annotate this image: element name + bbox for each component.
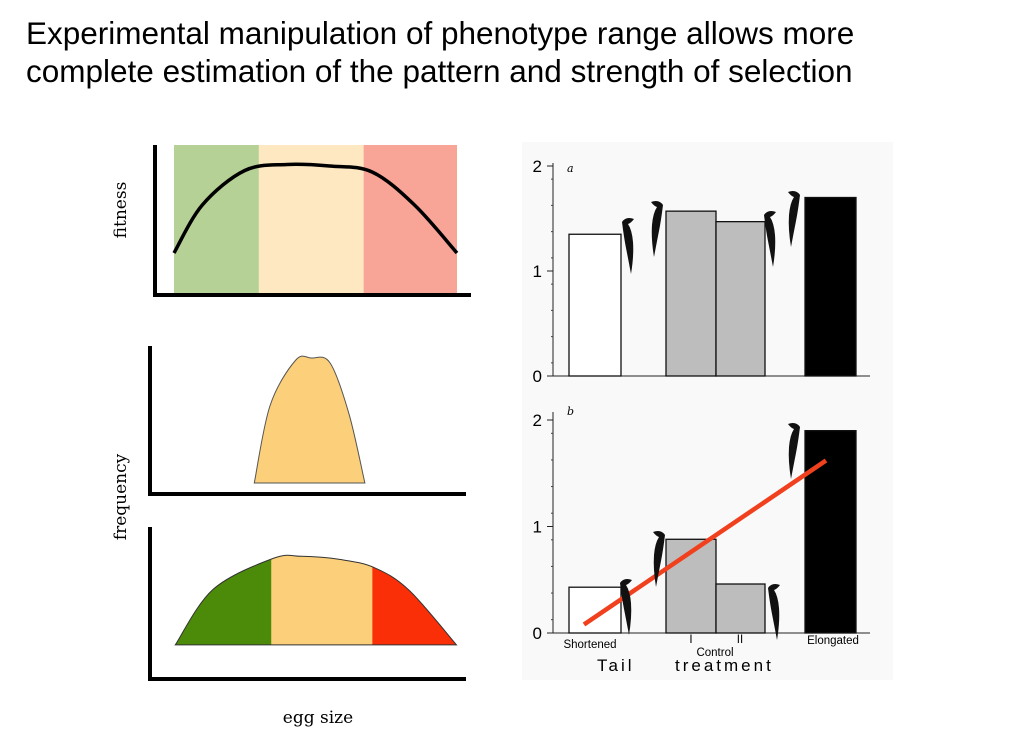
bird-silhouette-icon-3 xyxy=(764,211,776,267)
x-label-tail: Tail xyxy=(597,656,635,675)
fitness-chart: fitness xyxy=(111,145,471,297)
panel-b-ticks: 0 1 2 xyxy=(533,411,553,643)
panel-b-tick-label: 0 xyxy=(533,624,542,643)
distribution-region-elongated xyxy=(372,555,457,645)
bird-silhouette-icon-4 xyxy=(788,191,800,247)
panel-b-bar-control-ii xyxy=(715,583,766,634)
bird-silhouette-icon-7 xyxy=(768,584,780,640)
bar-panel-a: 0 1 2 a xyxy=(533,157,870,386)
distribution-region-shortened xyxy=(175,555,274,645)
panel-b-bar-control-i xyxy=(665,538,717,634)
panel-a-tick-label: 0 xyxy=(533,367,542,386)
panel-a-bar-elongated xyxy=(804,196,857,377)
natural-distribution-chart xyxy=(148,346,466,496)
panel-b-tick-label: 1 xyxy=(533,518,542,537)
panel-b-bar-elongated xyxy=(804,429,857,634)
fitness-curve xyxy=(172,162,459,255)
x-label-treatment: treatment xyxy=(675,656,774,675)
manipulated-distribution-chart xyxy=(148,527,466,681)
fitness-regions xyxy=(174,145,457,295)
panel-a-bar-control-ii xyxy=(715,220,766,377)
egg-size-axis-label: egg size xyxy=(283,708,353,728)
distribution-region-natural xyxy=(271,555,375,645)
bird-silhouette-icon-6 xyxy=(653,531,665,587)
x-tick-elongated: Elongated xyxy=(807,635,859,647)
manipulated-distribution-outline xyxy=(174,554,458,646)
frequency-axis-label: frequency xyxy=(111,453,131,540)
x-tick-control-ii: II xyxy=(737,634,743,646)
bird-silhouette-icon-1 xyxy=(622,218,634,274)
panel-b-label: b xyxy=(567,405,574,418)
fitness-region-large xyxy=(363,145,457,295)
panel-a-label: a xyxy=(567,162,574,175)
x-tick-control-i: I xyxy=(689,634,692,646)
fitness-region-middle xyxy=(258,145,364,295)
panel-b-bar-shortened xyxy=(568,586,622,634)
x-tick-shortened: Shortened xyxy=(563,639,616,651)
fitness-region-small xyxy=(174,145,259,295)
panel-a-tick-label: 1 xyxy=(533,262,542,281)
title-line-1: Experimental manipulation of phenotype r… xyxy=(26,15,855,51)
panel-a-tick-label: 2 xyxy=(533,157,542,176)
bird-silhouette-icon-5 xyxy=(620,579,632,635)
panel-a-bar-control-i xyxy=(665,210,717,377)
fitness-axis-label: fitness xyxy=(111,182,131,239)
x-group-control: Control xyxy=(696,647,733,659)
panel-b-tick-label: 2 xyxy=(533,411,542,430)
title-line-2: complete estimation of the pattern and s… xyxy=(26,53,853,89)
natural-distribution-area xyxy=(253,355,366,484)
panel-a-bar-shortened xyxy=(568,233,622,377)
panel-b-bars xyxy=(568,429,857,634)
bird-silhouette-icon-8 xyxy=(788,423,800,479)
bird-silhouettes xyxy=(620,191,800,640)
panel-a-bars xyxy=(568,196,857,377)
bird-silhouette-icon-2 xyxy=(651,201,663,257)
manipulated-distribution-regions xyxy=(175,555,457,645)
slide-title: Experimental manipulation of phenotype r… xyxy=(26,14,996,90)
panel-a-ticks: 0 1 2 xyxy=(533,157,553,386)
